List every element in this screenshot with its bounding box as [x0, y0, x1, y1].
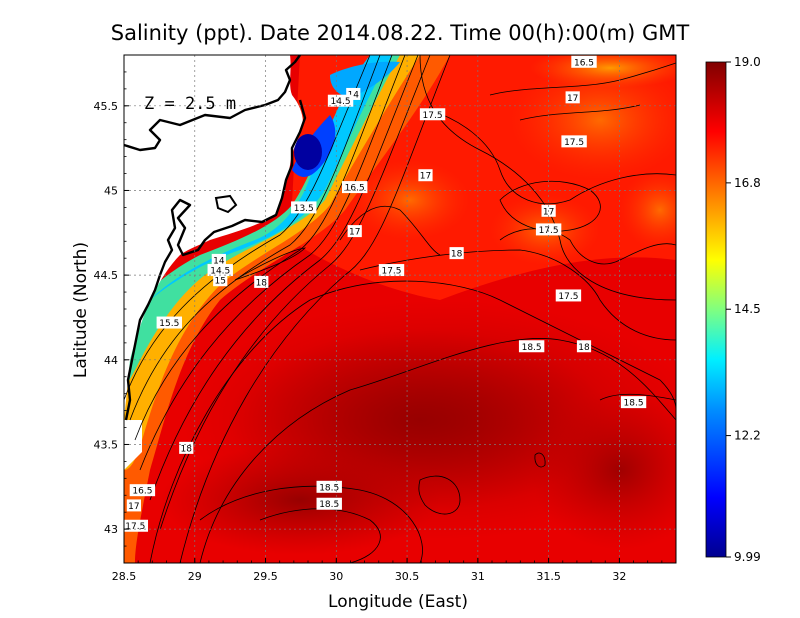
contour-label: 18: [578, 343, 590, 353]
contour-label: 17.5: [125, 522, 145, 532]
contour-label: 17: [349, 228, 360, 238]
grid-lines: [124, 55, 676, 563]
contour-label-box: [342, 181, 368, 194]
colorbar-ticks: 19.0 16.8 14.5 12.2 9.99: [726, 55, 761, 564]
contour-label-box: [620, 396, 647, 409]
contour-label: 17: [567, 94, 578, 104]
contour-label: 16.5: [574, 58, 594, 68]
colorbar-tick-label: 16.8: [734, 176, 761, 190]
contour-label: 17: [420, 172, 431, 182]
contour-label-box: [555, 289, 582, 302]
contour-label: 17.5: [381, 267, 401, 277]
y-tick-label: 44: [104, 354, 118, 367]
x-tick-label: 31.5: [536, 570, 561, 583]
contour-label-layer: 16.51717.517.51716.51414.513.5171717.518…: [124, 55, 647, 532]
contour-label: 14: [348, 90, 360, 100]
contour-label-box: [518, 340, 545, 353]
contour-label: 17.5: [423, 111, 443, 121]
y-tick-label: 43: [104, 523, 118, 536]
high-salinity-core-se: [530, 390, 676, 550]
coastline: [124, 55, 307, 421]
contour-label: 16.5: [132, 487, 152, 497]
plot-area: 16.51717.517.51716.51414.513.5171717.518…: [124, 55, 676, 563]
contour-label-box: [576, 340, 592, 353]
contour-label-box: [254, 275, 269, 288]
land-mass: [124, 55, 303, 420]
high-salinity-core-sw: [160, 445, 440, 555]
contour-label-box: [316, 497, 342, 510]
y-axis-ticks: 43 43.5 44 44.5 45 45.5: [94, 54, 129, 564]
contour-label-box: [418, 169, 433, 182]
y-tick-label: 45.5: [94, 100, 119, 113]
contour-label: 17.5: [558, 292, 578, 302]
contour-label-box: [213, 274, 228, 287]
contour-label-box: [124, 519, 149, 532]
depth-annotation: Z = 2.5 m: [144, 94, 236, 114]
contour-label-box: [535, 223, 562, 236]
orange-patch-ne: [510, 60, 676, 180]
contour-label-box: [129, 484, 156, 497]
y-tick-label: 44.5: [94, 269, 119, 282]
contour-label-box: [291, 201, 317, 214]
contour-label-box: [561, 135, 587, 148]
orange-patch-top: [530, 55, 676, 88]
contour-label: 18.5: [319, 500, 339, 510]
x-tick-label: 30: [329, 570, 343, 583]
contour-label: 17.5: [564, 138, 584, 148]
contour-label-box: [378, 264, 405, 277]
contour-label-box: [419, 108, 446, 121]
contour-label-box: [316, 480, 342, 493]
contour-label: 15.5: [159, 319, 179, 329]
y-tick-label: 45: [104, 184, 118, 197]
contour-label-box: [571, 55, 597, 68]
contour-label-box: [156, 316, 182, 329]
contour-label-box: [179, 441, 194, 454]
colorbar-tick-label: 12.2: [734, 429, 761, 443]
contour-label: 18: [451, 250, 463, 260]
contour-label: 14: [213, 256, 225, 266]
coastal-yellow-band: [124, 55, 420, 470]
fresh-water-core: [294, 134, 322, 170]
colorbar-tick-label: 19.0: [734, 55, 761, 69]
contour-label: 17: [128, 502, 139, 512]
contour-lines: [124, 55, 676, 563]
contour-label-box: [565, 91, 580, 104]
x-axis-label: Longitude (East): [328, 592, 468, 612]
colorbar-tick-label: 9.99: [734, 550, 761, 564]
contour-label-box: [211, 253, 226, 266]
contour-label: 18: [181, 444, 193, 454]
x-tick-label: 30.5: [395, 570, 420, 583]
x-tick-label: 32: [612, 570, 626, 583]
orange-patch-right: [620, 170, 676, 250]
contour-label-box: [327, 94, 354, 107]
contour-label: 15: [215, 277, 226, 287]
x-tick-label: 28.5: [112, 570, 137, 583]
contour-label-box: [347, 225, 362, 238]
y-tick-label: 43.5: [94, 438, 119, 451]
colorbar-gradient: [705, 61, 727, 558]
coastline-islet: [214, 194, 238, 214]
contour-label: 13.5: [294, 204, 314, 214]
chart-title: Salinity (ppt). Date 2014.08.22. Time 00…: [111, 21, 690, 45]
x-axis-ticks: 28.5 29 29.5 30 30.5 31 31.5 32: [112, 558, 677, 583]
x-tick-label: 29: [188, 570, 202, 583]
x-tick-label: 29.5: [253, 570, 278, 583]
contour-label: 18: [256, 278, 268, 288]
contour-label: 16.5: [345, 184, 365, 194]
contour-label: 14.5: [331, 97, 351, 107]
contour-label-box: [207, 264, 233, 277]
contour-label: 18.5: [624, 399, 644, 409]
contour-label-box: [126, 499, 142, 512]
contour-label: 14.5: [210, 267, 230, 277]
y-axis-label: Latitude (North): [71, 242, 91, 378]
x-tick-label: 31: [471, 570, 485, 583]
contour-label-box: [449, 247, 464, 260]
colorbar-tick-label: 14.5: [734, 302, 761, 316]
contour-label: 18.5: [319, 483, 339, 493]
contour-label: 18.5: [522, 343, 542, 353]
contour-label: 17: [543, 207, 554, 217]
